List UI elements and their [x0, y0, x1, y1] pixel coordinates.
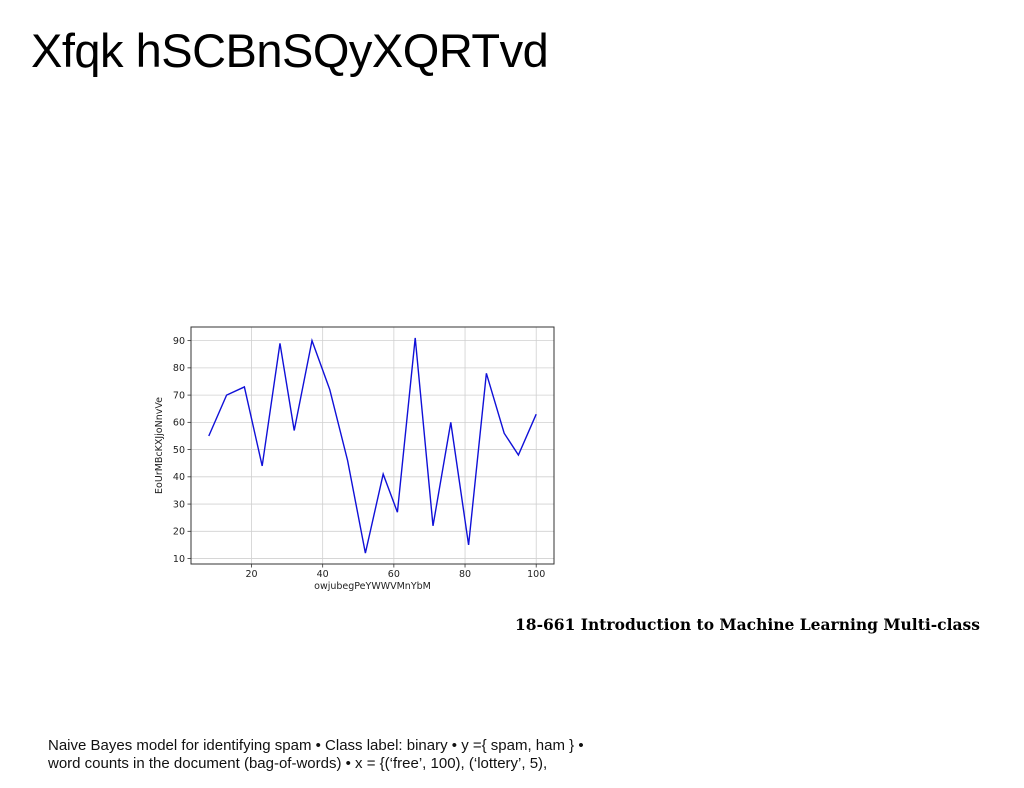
line-chart: 20 40 60 80 100 10 20 30 40 50 60 70 80 90 owjubegPeY…: [150, 320, 570, 600]
slide-title: Xfqk hSCBnSQyXQRTvd: [31, 24, 549, 77]
x-tick-label: 40: [317, 569, 329, 580]
y-tick-label: 60: [173, 418, 185, 429]
chart-labels: owjubegPeYWWVMnYbM EoUrMBcKXJjoNnvVe: [154, 397, 431, 592]
chart-series: [208, 337, 537, 554]
x-tick-label: 60: [388, 569, 400, 580]
y-tick-label: 50: [173, 445, 185, 456]
y-tick-label: 80: [173, 363, 185, 374]
x-tick-label: 20: [245, 569, 257, 580]
y-axis-label: EoUrMBcKXJjoNnvVe: [154, 397, 165, 494]
y-tick-label: 90: [173, 336, 185, 347]
course-label: 18-661 Introduction to Machine Learning …: [515, 615, 980, 634]
body-line: word counts in the document (bag-of-word…: [48, 755, 548, 772]
y-tick-label: 20: [173, 527, 185, 538]
series-line: [208, 337, 537, 554]
x-axis-label: owjubegPeYWWVMnYbM: [314, 581, 431, 592]
y-tick-label: 10: [173, 554, 185, 565]
chart-axes: 20 40 60 80 100 10 20 30 40 50 60 70 80 90: [173, 326, 555, 580]
body-line: Naive Bayes model for identifying spam •…: [48, 737, 584, 754]
x-tick-label: 100: [527, 569, 545, 580]
x-tick-label: 80: [459, 569, 471, 580]
chart-grid: [191, 327, 554, 564]
y-tick-label: 70: [173, 390, 185, 401]
line-chart-svg: 20 40 60 80 100 10 20 30 40 50 60 70 80 90 owjubegPeY…: [154, 326, 555, 592]
y-tick-label: 40: [173, 472, 185, 483]
plot-frame: [190, 326, 555, 565]
body-text: Naive Bayes model for identifying spam •…: [48, 737, 648, 773]
y-tick-label: 30: [173, 499, 185, 510]
